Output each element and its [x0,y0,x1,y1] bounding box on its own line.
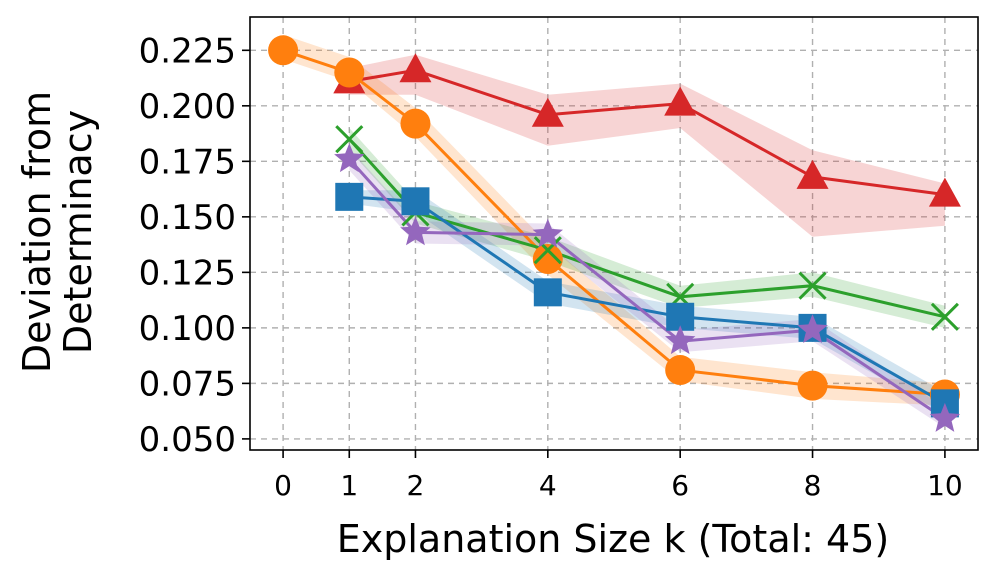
y-axis-label-line-1: Deviation from [15,91,59,373]
y-tick-label: 0.150 [139,198,236,238]
blue-square-point [533,278,562,307]
y-axis-label-line-2: Determinacy [56,110,100,354]
orange-circle-point [400,108,431,139]
green-x-point [798,271,827,300]
red-triangle-line [349,68,946,197]
purple-star-point [400,216,431,246]
purple-star-point [929,402,961,432]
green-x-point [930,302,959,331]
purple-star-point [797,314,828,343]
purple-star-point [532,218,563,248]
x-tick-label: 4 [539,469,557,502]
blue-square-band [349,190,945,415]
orange-circle-point [797,370,828,401]
x-tick-label: 6 [671,469,689,502]
grid-layer [250,17,978,450]
red-triangle-point [928,177,961,207]
orange-circle-point [532,244,563,275]
red-triangle-band [349,54,945,237]
purple-star-point [334,143,365,173]
purple-star-point [665,325,696,355]
x-axis-label: Explanation Size k (Total: 45) [337,517,890,561]
x-tick-label: 10 [927,469,963,502]
red-triangle-point [796,159,829,189]
orange-circle-point [665,355,696,386]
series-markers [268,35,961,432]
green-x-band [349,128,945,328]
red-triangle-point [399,53,432,83]
y-tick-label: 0.225 [139,31,236,71]
y-tick-label: 0.075 [139,364,236,404]
y-tick-label: 0.200 [139,87,236,127]
y-tick-label: 0.050 [139,420,236,460]
tick-layer: 0 1 2 4 6 8 10 0.050 0.075 0.100 0.125 0.150 0.175 0.… [139,31,963,502]
orange-circle-point [268,35,299,66]
green-x-point-stroke [335,125,364,154]
x-tick-label: 0 [274,469,292,502]
orange-circle-point [334,57,365,88]
y-tick-label: 0.125 [139,253,236,293]
blue-square-point [335,182,364,211]
green-x-point-stroke [533,236,562,265]
purple-star-line [348,158,946,421]
green-x-point [533,236,562,265]
x-tick-label: 8 [804,469,822,502]
x-tick-label: 1 [340,469,358,502]
green-x-point [335,125,364,154]
red-triangle-point [531,97,564,127]
y-tick-label: 0.175 [139,142,236,182]
green-x-point-stroke [798,271,827,300]
x-tick-label: 2 [407,469,425,502]
green-x-point-stroke [930,302,959,331]
plot-frame [249,16,979,451]
blue-square-point [401,187,430,216]
y-tick-label: 0.100 [139,309,236,349]
red-triangle-point [664,86,697,116]
